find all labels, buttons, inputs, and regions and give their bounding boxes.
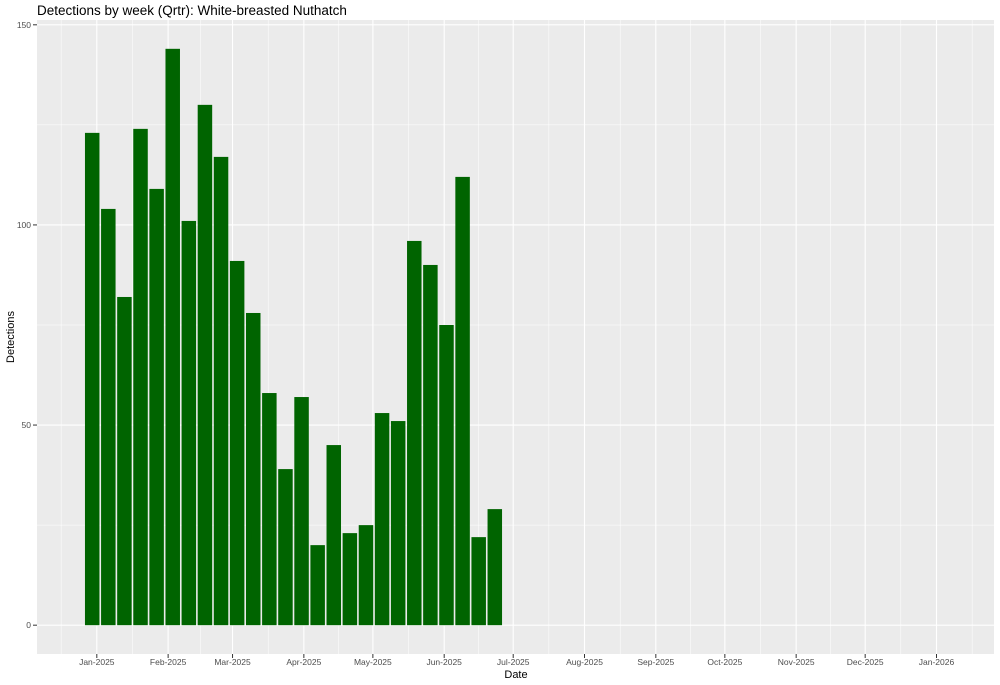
bar: [117, 296, 132, 626]
y-tick-label: 100: [17, 220, 31, 230]
bar: [133, 128, 148, 626]
bar: [439, 324, 454, 626]
bar: [342, 533, 358, 626]
plot-panel: [37, 20, 994, 654]
bar: [84, 132, 100, 626]
x-tick-label: Feb-2025: [150, 657, 187, 667]
x-tick-label: May-2025: [354, 657, 392, 667]
bar: [229, 260, 245, 626]
y-axis: 0 50 100 150: [17, 20, 37, 630]
y-tick-label: 50: [22, 420, 32, 430]
bar: [407, 240, 422, 626]
bar: [423, 264, 438, 626]
bar: [278, 469, 293, 626]
x-tick-label: Jan-2025: [79, 657, 115, 667]
x-axis: Jan-2025 Feb-2025 Mar-2025 Apr-2025 May-2025…: [79, 654, 954, 667]
x-tick-label: Jun-2025: [426, 657, 462, 667]
x-tick-label: Oct-2025: [707, 657, 742, 667]
x-tick-label: Dec-2025: [847, 657, 884, 667]
bar: [471, 537, 486, 626]
x-tick-label: Mar-2025: [214, 657, 251, 667]
y-tick-label: 150: [17, 20, 31, 30]
bar: [101, 208, 116, 626]
bar: [326, 445, 342, 626]
bar: [197, 104, 213, 626]
bar: [245, 312, 261, 626]
bar: [165, 48, 180, 626]
x-tick-label: Nov-2025: [778, 657, 815, 667]
x-tick-label: Aug-2025: [566, 657, 603, 667]
bar: [213, 156, 229, 626]
y-tick-label: 0: [26, 620, 31, 630]
x-tick-label: Sep-2025: [637, 657, 674, 667]
bar: [262, 393, 277, 626]
x-tick-label: Jan-2026: [919, 657, 955, 667]
bar: [310, 545, 325, 626]
x-tick-label: Apr-2025: [286, 657, 321, 667]
x-tick-label: Jul-2025: [497, 657, 530, 667]
y-axis-title: Detections: [5, 311, 17, 363]
x-axis-title: Date: [504, 669, 527, 681]
bar: [181, 220, 197, 626]
bar: [149, 188, 164, 626]
bar: [358, 525, 374, 626]
bar: [487, 509, 503, 626]
bar: [374, 413, 390, 626]
bars-layer: [84, 48, 503, 626]
chart-title: Detections by week (Qrtr): White-breaste…: [37, 3, 347, 18]
bar: [455, 176, 470, 626]
bar: [390, 421, 406, 626]
bar: [294, 397, 309, 626]
